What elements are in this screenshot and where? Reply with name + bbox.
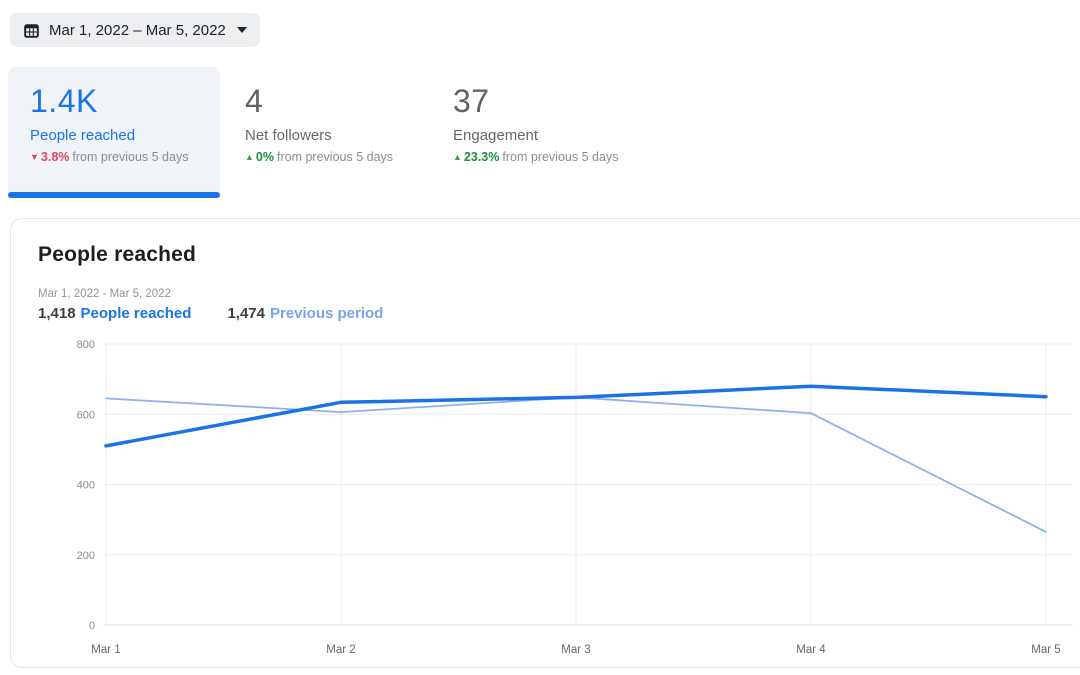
metric-label: People reached (30, 127, 136, 144)
series-line-people-reached (104, 384, 1048, 448)
y-axis-tick-label: 400 (77, 480, 95, 492)
x-axis-tick-label: Mar 4 (796, 644, 826, 656)
chart-legend: 1,418 People reached 1,474 Previous period (38, 305, 383, 322)
x-axis-tick-label: Mar 5 (1031, 644, 1060, 656)
trend-down-icon: ▼ (30, 152, 39, 162)
metric-label: Net followers (245, 127, 332, 144)
metric-value: 37 (453, 83, 490, 119)
metric-tab-people-reached[interactable]: 1.4K People reached ▼ 3.8% from previous 5… (8, 67, 220, 198)
x-axis-tick-label: Mar 1 (91, 644, 120, 656)
people-reached-chart-card: People reached Mar 1, 2022 - Mar 5, 2022… (10, 218, 1080, 668)
trend-up-icon: ▲ (453, 152, 462, 162)
legend-item-people-reached[interactable]: 1,418 People reached (38, 305, 192, 322)
y-axis-tick-label: 0 (89, 620, 95, 632)
date-range-label: Mar 1, 2022 – Mar 5, 2022 (49, 21, 226, 39)
metric-change: ▲ 0% from previous 5 days (245, 150, 394, 164)
y-axis-tick-label: 200 (77, 550, 95, 562)
line-chart: 0 200 400 600 800 Mar 1 Mar 2 Mar 3 Mar 4 Mar 5 (77, 339, 1073, 656)
calendar-icon (23, 22, 40, 39)
metric-value: 4 (245, 83, 264, 119)
legend-item-previous-period[interactable]: 1,474 Previous period (227, 305, 384, 322)
active-tab-indicator (8, 192, 220, 198)
x-axis-tick-label: Mar 3 (561, 644, 590, 656)
chart-title: People reached (38, 243, 197, 266)
metric-tab-net-followers[interactable]: 4 Net followers ▲ 0% from previous 5 days (223, 67, 428, 198)
y-axis-tick-label: 800 (77, 339, 95, 351)
trend-up-icon: ▲ (245, 152, 254, 162)
x-axis-tick-label: Mar 2 (326, 644, 355, 656)
chart-date-range: Mar 1, 2022 - Mar 5, 2022 (38, 288, 171, 300)
metric-value: 1.4K (30, 83, 98, 119)
metric-tab-engagement[interactable]: 37 Engagement ▲ 23.3% from previous 5 days (431, 67, 681, 198)
metric-change: ▲ 23.3% from previous 5 days (453, 150, 619, 164)
y-axis-tick-label: 600 (77, 409, 95, 421)
chevron-down-icon (236, 27, 247, 33)
metric-change: ▼ 3.8% from previous 5 days (30, 150, 189, 164)
metric-label: Engagement (453, 127, 539, 144)
date-range-selector[interactable]: Mar 1, 2022 – Mar 5, 2022 (10, 13, 260, 47)
